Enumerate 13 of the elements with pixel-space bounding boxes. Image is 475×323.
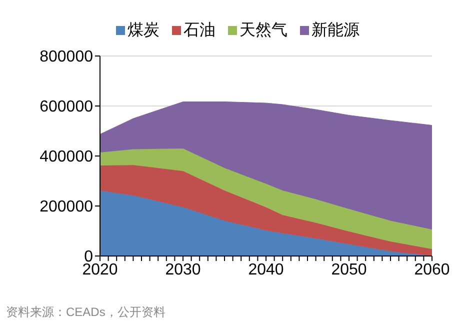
legend-label: 煤炭 [128, 20, 160, 40]
x-tick-label: 2050 [331, 261, 367, 278]
legend-label: 天然气 [240, 20, 288, 40]
text: 资料来源：CEADs，公开资料 [6, 304, 166, 321]
y-tick-label: 600000 [40, 98, 94, 116]
y-tick-label: 800000 [40, 48, 94, 66]
x-tick-label: 2040 [248, 261, 284, 278]
y-tick-label: 200000 [40, 198, 94, 216]
x-tick-label: 2060 [414, 261, 450, 278]
x-tick-label: 2030 [165, 261, 201, 278]
legend-label: 新能源 [312, 20, 360, 40]
y-tick-label: 400000 [40, 148, 94, 166]
legend-label: 石油 [184, 20, 216, 40]
